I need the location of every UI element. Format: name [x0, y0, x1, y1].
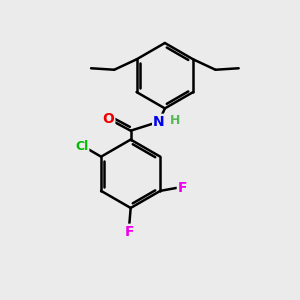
- Text: Cl: Cl: [75, 140, 88, 153]
- Text: H: H: [170, 114, 181, 127]
- Text: F: F: [124, 225, 134, 239]
- Text: O: O: [103, 112, 114, 126]
- Text: N: N: [153, 115, 165, 129]
- Text: F: F: [178, 181, 187, 195]
